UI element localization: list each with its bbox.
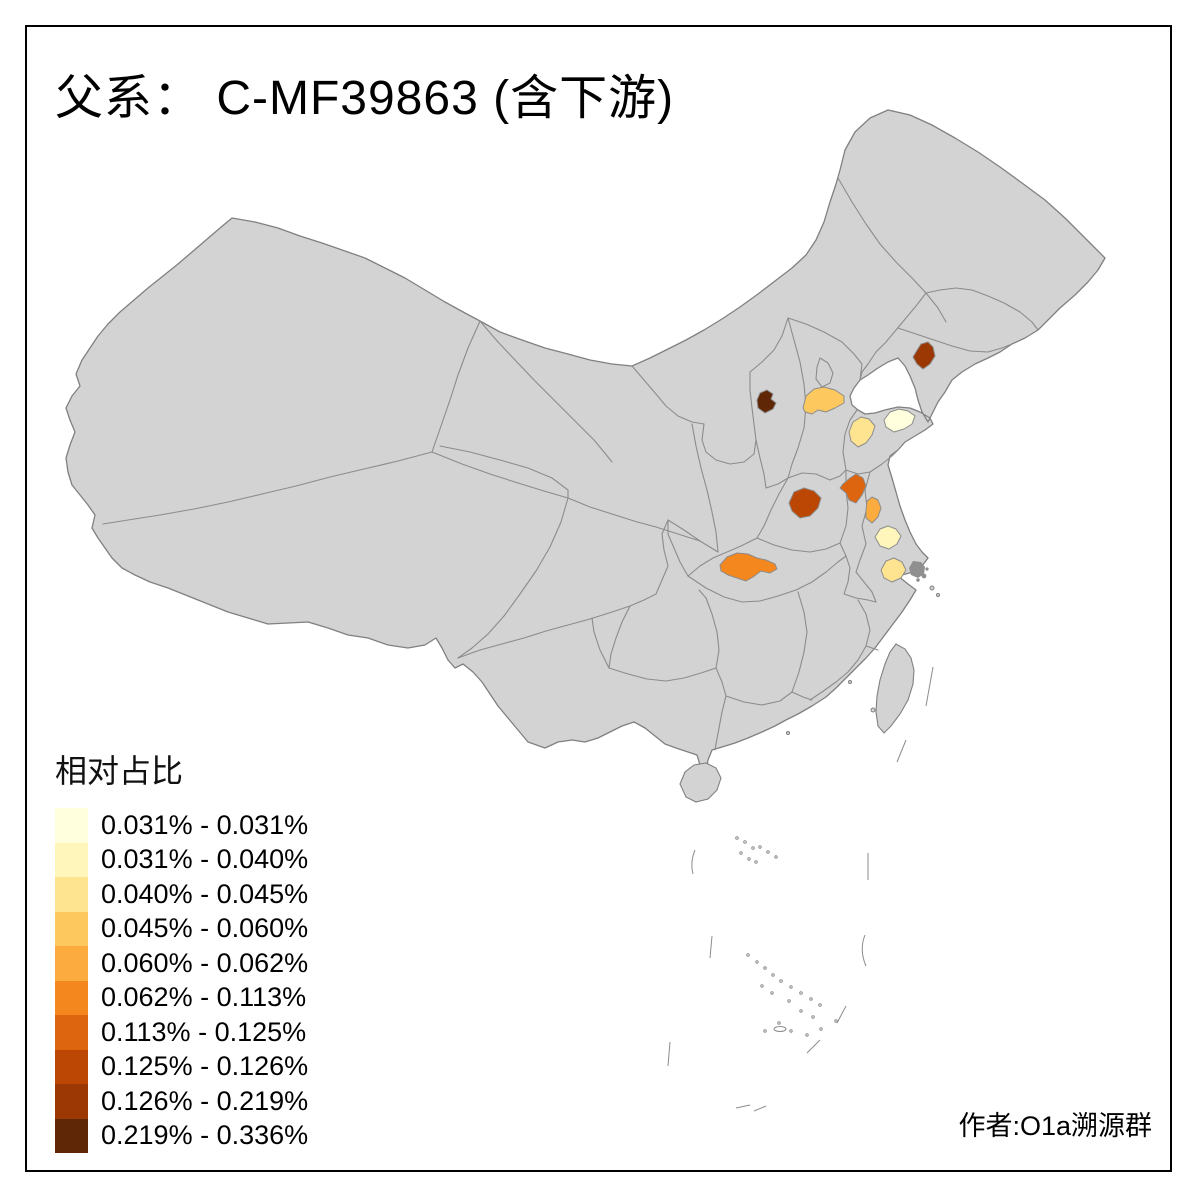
legend-row: 0.040% - 0.045% bbox=[55, 877, 308, 912]
province-boundary bbox=[845, 449, 899, 475]
province-boundary bbox=[791, 691, 813, 701]
legend-row: 0.125% - 0.126% bbox=[55, 1049, 309, 1084]
attribution: 作者:O1a溯源群 bbox=[958, 1111, 1152, 1141]
province-boundary bbox=[655, 519, 669, 595]
province-boundary bbox=[667, 519, 689, 577]
region-hebei-central bbox=[802, 386, 845, 415]
legend-swatch bbox=[55, 842, 88, 877]
province-boundary bbox=[631, 365, 705, 425]
legend-swatch bbox=[55, 1118, 88, 1153]
province-boundary bbox=[865, 645, 879, 651]
legend-rows: 0.031% - 0.031% 0.031% - 0.040% 0.040% - 0… bbox=[55, 808, 308, 1153]
legend: 相对占比 0.031% - 0.031% 0.031% - 0.040% 0.040… bbox=[55, 746, 308, 1153]
legend-row: 0.031% - 0.031% bbox=[55, 808, 308, 843]
legend-swatch bbox=[55, 1015, 88, 1050]
legend-label: 0.126% - 0.219% bbox=[101, 1085, 309, 1116]
province-boundaries bbox=[102, 177, 1039, 751]
province-boundary bbox=[102, 451, 433, 525]
legend-swatch bbox=[55, 1049, 88, 1084]
province-boundary bbox=[855, 571, 877, 603]
province-boundary bbox=[791, 591, 808, 693]
province-boundary bbox=[839, 542, 877, 603]
legend-label: 0.060% - 0.062% bbox=[101, 947, 309, 978]
province-boundary bbox=[815, 357, 834, 388]
province-boundary bbox=[897, 327, 1013, 353]
province-boundary bbox=[608, 667, 717, 682]
province-boundary bbox=[842, 409, 858, 471]
province-boundary bbox=[687, 537, 758, 577]
legend-title: 相对占比 bbox=[55, 753, 184, 789]
province-boundary bbox=[756, 477, 789, 539]
shanghai-islands-cluster bbox=[909, 561, 929, 582]
province-boundary bbox=[591, 617, 610, 669]
province-boundary bbox=[687, 555, 847, 603]
region-shanxi-east bbox=[756, 389, 777, 414]
province-boundary bbox=[756, 537, 841, 553]
province-boundary bbox=[667, 519, 701, 542]
hainan-island bbox=[679, 762, 722, 803]
province-boundary bbox=[714, 695, 727, 751]
province-boundary bbox=[837, 177, 947, 323]
legend-swatch bbox=[55, 877, 88, 912]
south-china-sea-reef-dots bbox=[735, 836, 838, 1037]
legend-label: 0.040% - 0.045% bbox=[101, 878, 309, 909]
legend-swatch bbox=[55, 980, 88, 1015]
province-boundary bbox=[567, 497, 719, 553]
region-jiangsu-north bbox=[839, 473, 867, 504]
province-boundary bbox=[431, 451, 569, 499]
province-boundary bbox=[859, 292, 927, 381]
region-shandong-central bbox=[848, 416, 876, 448]
region-liaoning-west bbox=[912, 341, 936, 370]
province-boundary bbox=[755, 439, 767, 489]
legend-swatch bbox=[55, 1084, 88, 1119]
legend-swatch bbox=[55, 808, 88, 843]
coastal-islets bbox=[786, 585, 940, 735]
legend-row: 0.045% - 0.060% bbox=[55, 911, 309, 946]
legend-label: 0.219% - 0.336% bbox=[101, 1120, 309, 1151]
province-boundary bbox=[457, 497, 569, 659]
province-boundary bbox=[431, 320, 481, 453]
province-boundary bbox=[698, 589, 720, 669]
legend-row: 0.126% - 0.219% bbox=[55, 1084, 308, 1119]
province-boundary bbox=[925, 287, 1039, 331]
legend-swatch bbox=[55, 946, 88, 981]
taiwan-island bbox=[875, 643, 915, 734]
province-boundary bbox=[701, 371, 757, 465]
region-zhejiang-north bbox=[880, 557, 907, 583]
legend-label: 0.031% - 0.031% bbox=[101, 809, 309, 840]
mainland-china bbox=[65, 109, 1106, 773]
region-jiangsu-central bbox=[865, 496, 882, 524]
south-china-sea-islands bbox=[667, 666, 934, 1112]
map-title: 父系： C-MF39863 (含下游) bbox=[55, 72, 675, 125]
legend-label: 0.113% - 0.125% bbox=[101, 1016, 307, 1047]
legend-row: 0.113% - 0.125% bbox=[55, 1015, 308, 1050]
legend-label: 0.045% - 0.060% bbox=[101, 913, 309, 944]
region-henan-central bbox=[788, 487, 822, 519]
region-jiangsu-south bbox=[874, 525, 902, 550]
choropleth-regions bbox=[719, 341, 936, 583]
region-hubei-central bbox=[719, 552, 778, 582]
legend-label: 0.031% - 0.040% bbox=[101, 844, 309, 875]
legend-row: 0.060% - 0.062% bbox=[55, 946, 308, 981]
province-boundary bbox=[479, 320, 613, 463]
province-boundary bbox=[765, 477, 789, 489]
province-boundary bbox=[457, 593, 657, 659]
province-boundary bbox=[787, 469, 847, 481]
province-boundary bbox=[749, 317, 789, 373]
province-boundary bbox=[439, 445, 569, 499]
legend-swatch bbox=[55, 911, 88, 946]
region-shandong-peninsula bbox=[883, 408, 916, 433]
legend-label: 0.062% - 0.113% bbox=[101, 982, 307, 1013]
province-boundary bbox=[691, 423, 719, 553]
province-boundary bbox=[608, 605, 631, 669]
legend-row: 0.062% - 0.113% bbox=[55, 980, 308, 1015]
province-boundary bbox=[855, 471, 871, 573]
legend-row: 0.031% - 0.040% bbox=[55, 842, 309, 877]
legend-row: 0.219% - 0.336% bbox=[55, 1118, 309, 1153]
province-boundary bbox=[809, 599, 871, 701]
province-boundary bbox=[787, 317, 863, 381]
legend-label: 0.125% - 0.126% bbox=[101, 1051, 309, 1082]
province-boundary bbox=[715, 667, 793, 706]
